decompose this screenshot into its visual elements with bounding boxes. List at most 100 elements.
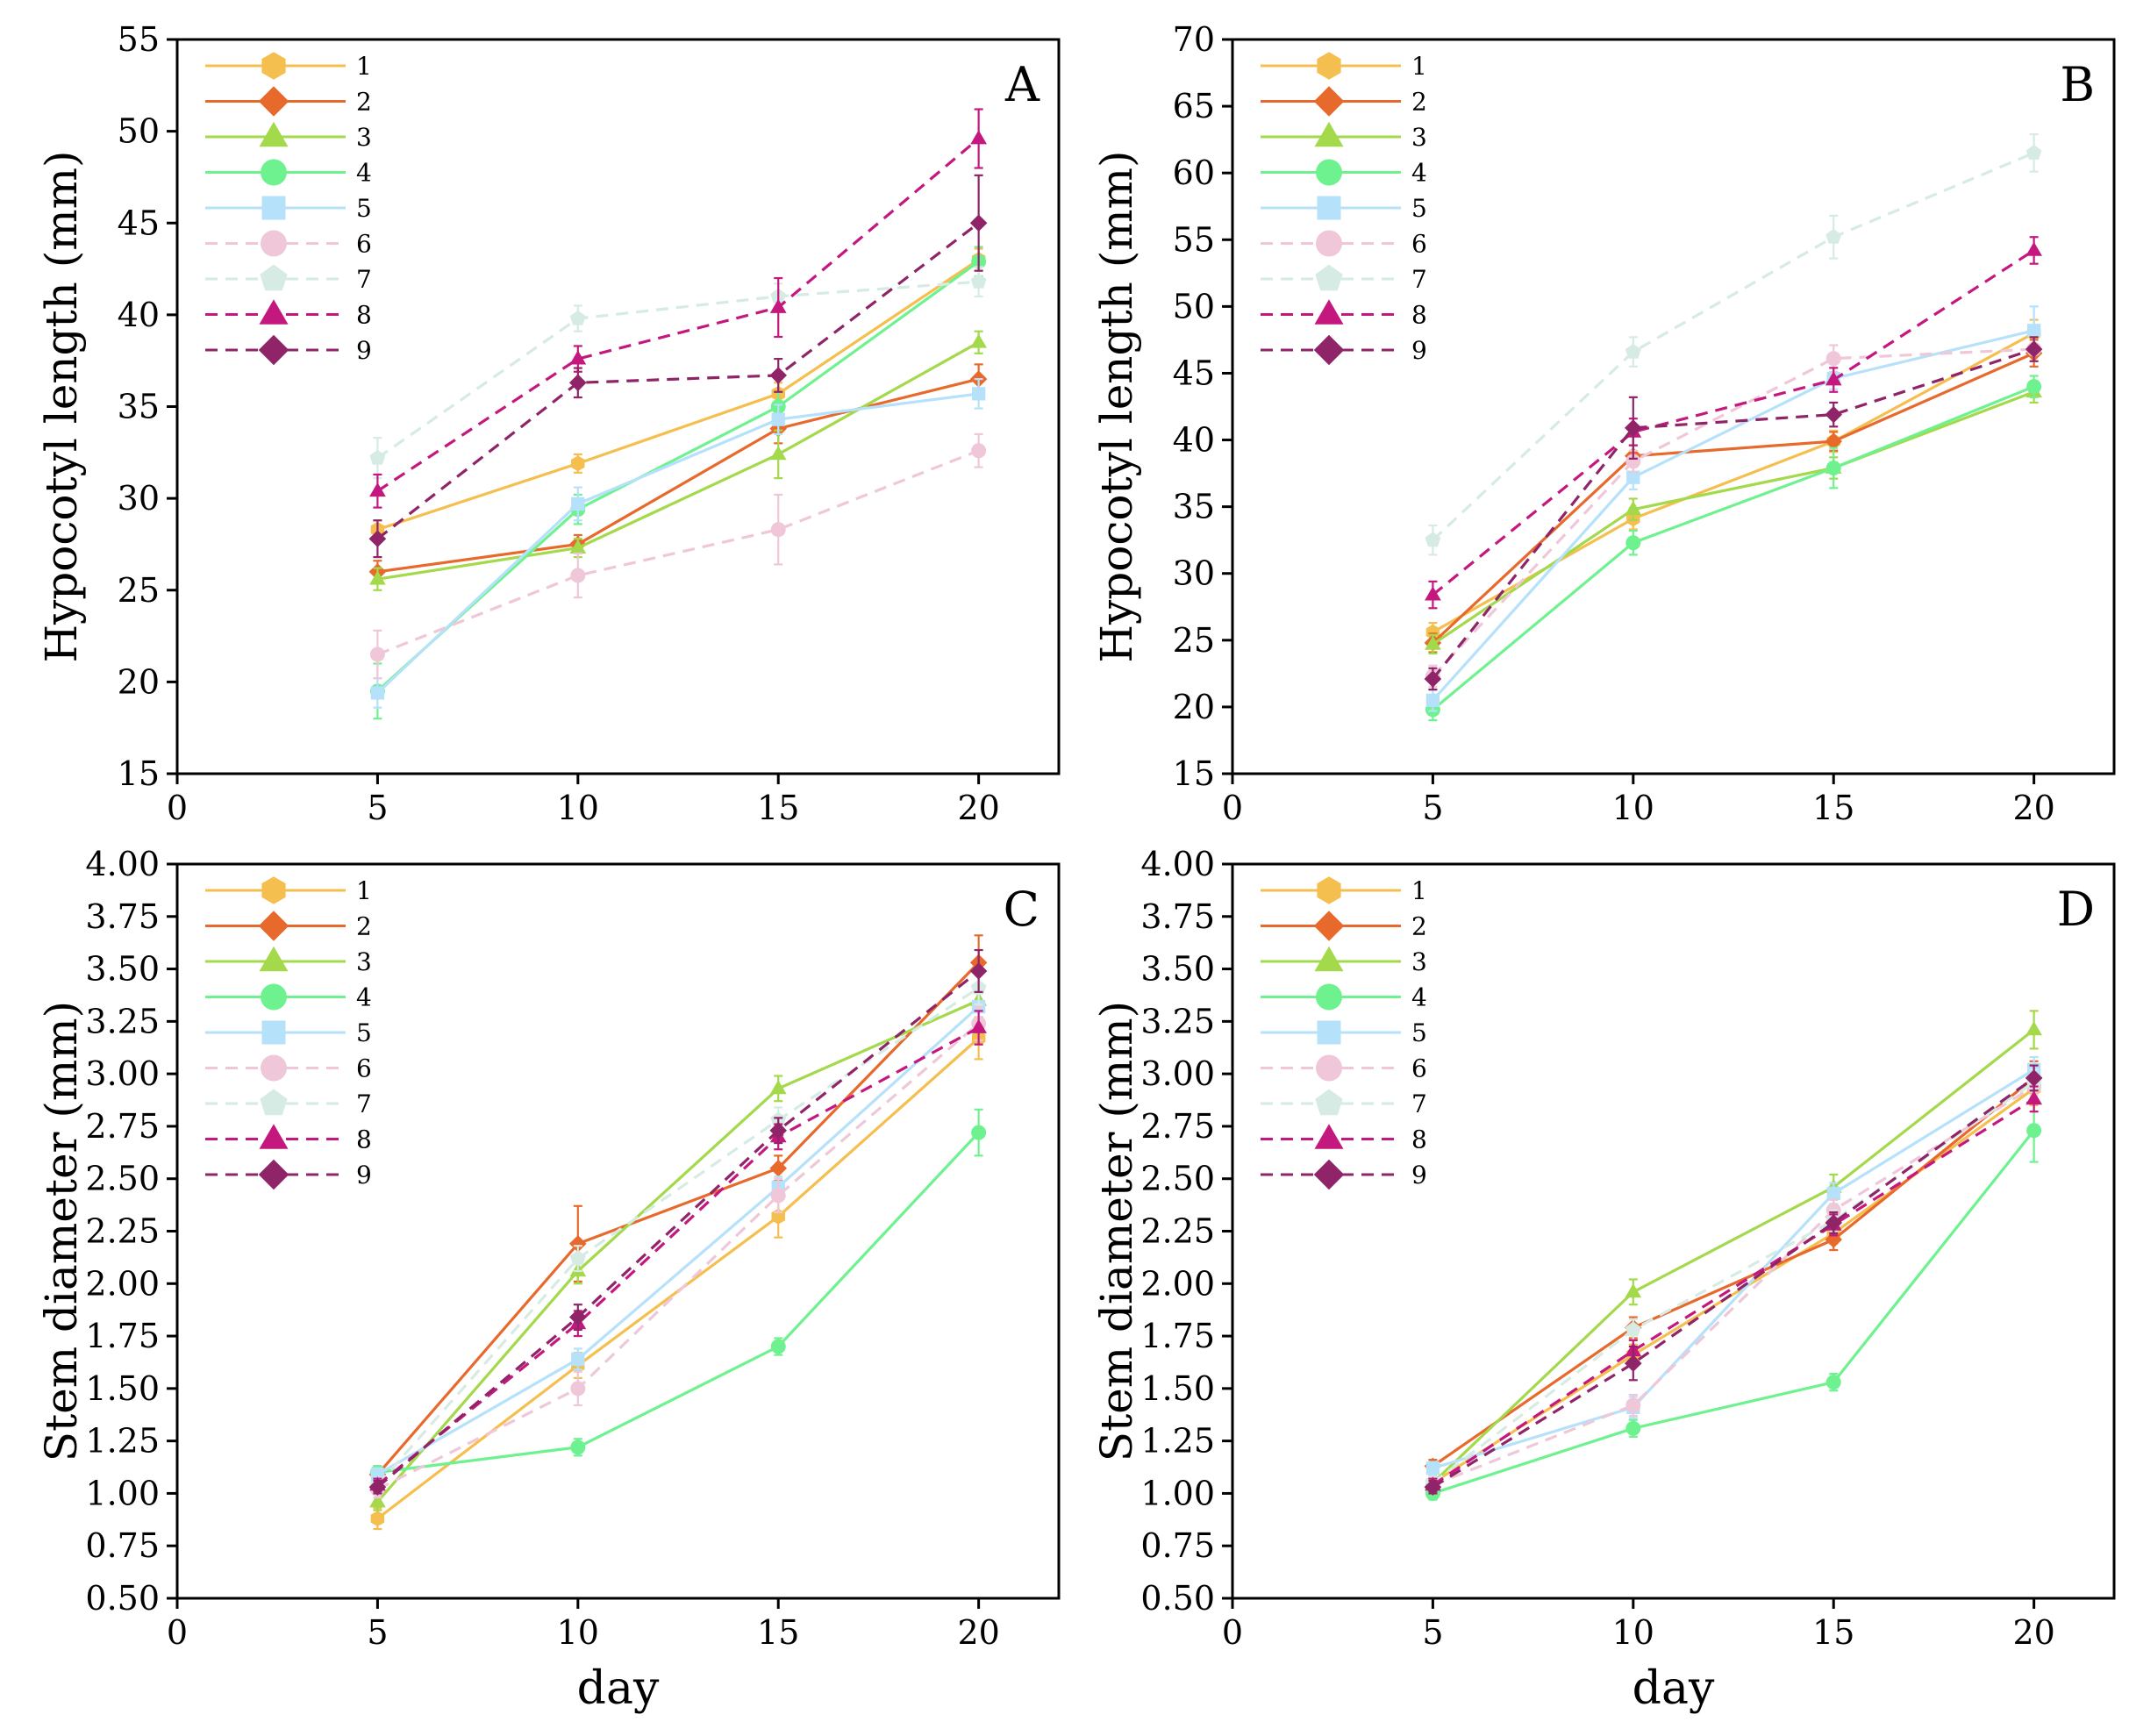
- legend-item: 8: [205, 1124, 372, 1154]
- legend: 1 2 3 4 5 6 7 8 9: [205, 876, 372, 1190]
- data-point: [1625, 454, 1641, 469]
- series-line: [1432, 1068, 2035, 1470]
- series-line: [1432, 1085, 2035, 1487]
- y-tick-label: 45: [118, 204, 160, 242]
- data-point: [770, 1188, 786, 1204]
- series-7: [1425, 132, 2042, 556]
- legend-label: 6: [356, 230, 372, 259]
- data-point: [569, 374, 587, 392]
- series-4: [369, 1108, 987, 1481]
- legend-label: 2: [1411, 912, 1427, 941]
- y-tick-label: 1.75: [85, 1317, 160, 1355]
- series-line: [376, 449, 980, 656]
- legend-label: 8: [1411, 301, 1427, 330]
- data-point: [1425, 635, 1441, 650]
- data-point: [771, 412, 785, 426]
- y-tick-label: 3.75: [85, 897, 160, 936]
- y-tick-label: 1.00: [1140, 1474, 1215, 1512]
- series-line: [376, 392, 979, 695]
- series-5: [1425, 1055, 2041, 1476]
- series-line: [376, 986, 980, 1486]
- y-tick-label: 0.75: [1140, 1526, 1215, 1565]
- legend-marker: [1316, 983, 1342, 1011]
- y-tick-label: 50: [1173, 287, 1215, 325]
- series-line: [376, 1005, 980, 1476]
- plot-frame: [1231, 38, 2116, 775]
- legend-marker: [261, 230, 287, 257]
- legend-item: 5: [205, 1018, 372, 1047]
- data-point: [368, 1478, 387, 1496]
- legend-label: 5: [356, 194, 372, 223]
- legend-marker: [1314, 299, 1344, 325]
- y-tick-label: 2.50: [1140, 1160, 1215, 1198]
- data-point: [569, 1235, 587, 1253]
- legend-marker: [1315, 1089, 1343, 1116]
- legend-item: 8: [1261, 1124, 1427, 1154]
- legend-marker: [1316, 230, 1342, 257]
- y-tick-label: 1.75: [1140, 1317, 1215, 1355]
- legend-item: 6: [1261, 1054, 1427, 1083]
- y-tick-label: 2.00: [1140, 1264, 1215, 1303]
- data-point: [1825, 228, 1842, 244]
- data-point: [1625, 535, 1641, 551]
- legend-label: 9: [1411, 336, 1427, 365]
- legend-label: 3: [356, 123, 372, 152]
- data-point: [1625, 1420, 1641, 1436]
- legend-marker: [260, 264, 288, 291]
- y-tick-label: 70: [1173, 20, 1215, 59]
- data-point: [969, 962, 988, 980]
- series-line: [376, 137, 980, 493]
- data-point: [2026, 1123, 2042, 1139]
- legend-marker: [260, 1089, 288, 1116]
- legend-item: 1: [205, 876, 372, 905]
- data-point: [1825, 432, 1842, 450]
- data-point: [2025, 1069, 2043, 1087]
- y-tick-label: 3.00: [85, 1054, 160, 1093]
- data-point: [1625, 1283, 1642, 1298]
- data-point: [970, 1018, 987, 1033]
- data-point: [368, 530, 387, 547]
- legend-marker: [1313, 1159, 1345, 1190]
- panel-label: D: [2057, 882, 2095, 937]
- legend-marker: [258, 86, 289, 117]
- legend-item: 3: [1261, 946, 1427, 976]
- y-tick-label: 3.50: [85, 950, 160, 989]
- series-line: [1432, 1081, 2035, 1484]
- legend-item: 4: [1261, 983, 1427, 1012]
- legend-label: 8: [356, 1125, 372, 1154]
- legend-item: 3: [205, 121, 372, 152]
- legend-marker: [261, 983, 287, 1011]
- y-tick-label: 3.50: [1140, 950, 1215, 989]
- y-tick-label: 2.00: [85, 1264, 160, 1303]
- data-point: [1825, 405, 1842, 424]
- legend-label: 4: [356, 159, 372, 188]
- x-tick-label: 10: [557, 789, 599, 827]
- legend-item: 5: [1261, 194, 1427, 223]
- data-point: [971, 387, 986, 401]
- legend-label: 2: [356, 88, 372, 117]
- data-point: [370, 1511, 385, 1527]
- series-line: [1432, 1097, 2035, 1487]
- x-tick-label: 10: [1612, 1613, 1654, 1652]
- legend-label: 9: [1411, 1161, 1427, 1189]
- legend-label: 7: [1411, 265, 1427, 294]
- y-tick-label: 55: [118, 20, 160, 59]
- x-tick-label: 5: [367, 1613, 388, 1652]
- legend-marker: [261, 1054, 287, 1082]
- legend-marker: [1317, 876, 1341, 904]
- legend-marker: [261, 1020, 286, 1045]
- data-point: [2025, 1021, 2042, 1036]
- legend-label: 9: [356, 336, 372, 365]
- y-tick-label: 50: [118, 112, 160, 151]
- legend-marker: [259, 946, 289, 972]
- series-line: [376, 222, 980, 540]
- legend-item: 9: [1261, 334, 1427, 366]
- legend-label: 2: [356, 912, 372, 941]
- data-point: [2025, 241, 2042, 256]
- legend-marker: [1316, 1054, 1342, 1082]
- legend-item: 6: [1261, 230, 1427, 259]
- y-tick-label: 25: [118, 571, 160, 610]
- legend-marker: [1316, 159, 1342, 186]
- x-tick-label: 5: [1422, 1613, 1443, 1652]
- data-point: [2025, 1090, 2042, 1105]
